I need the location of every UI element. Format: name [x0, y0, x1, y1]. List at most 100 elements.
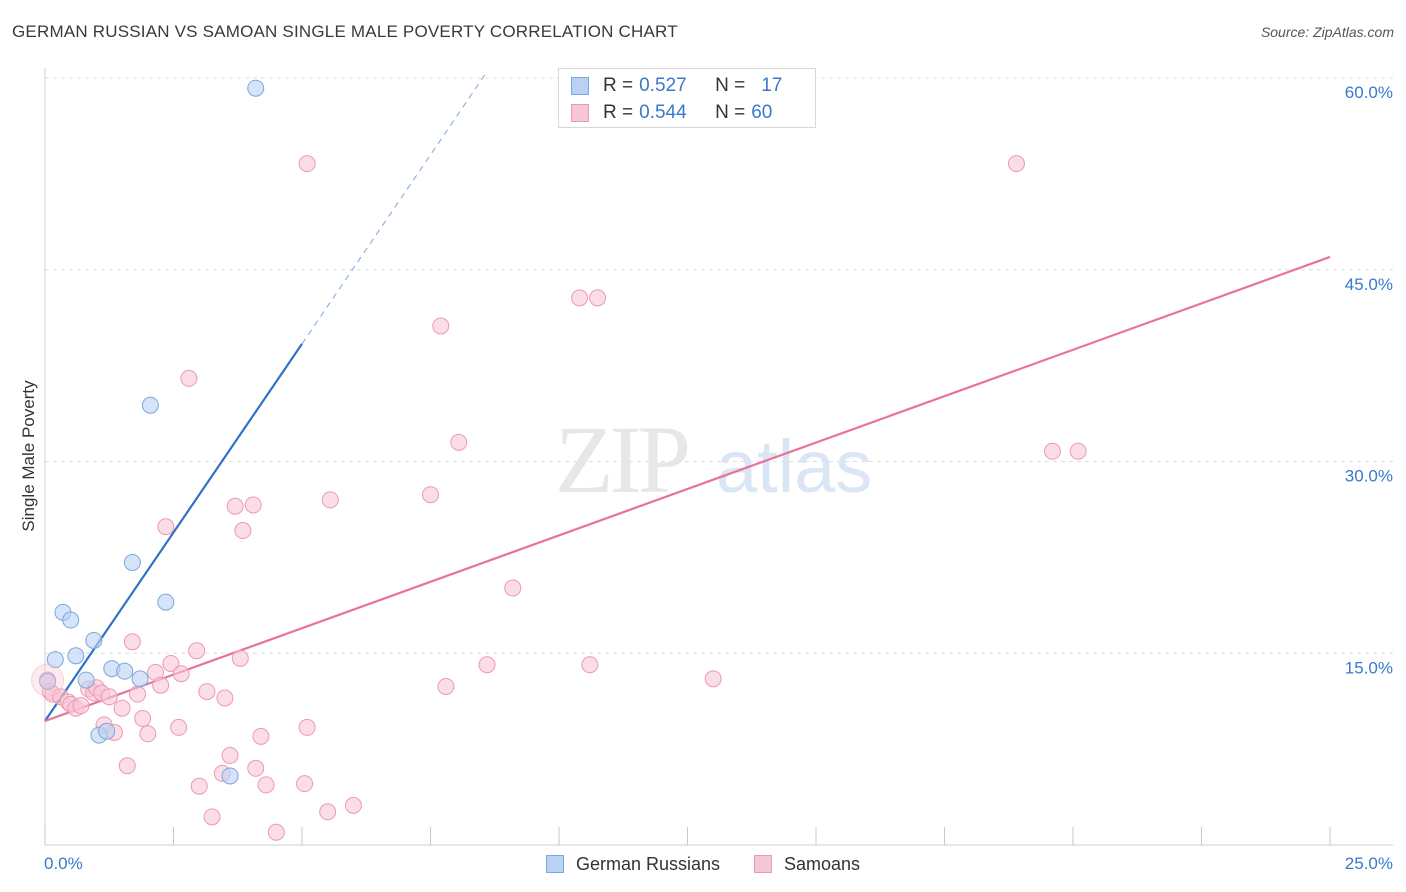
- tick-labels: 15.0% 30.0% 45.0% 60.0% 0.0% 25.0%: [44, 83, 1393, 873]
- legend-swatch-pink: [754, 855, 772, 873]
- legend-item-samoans[interactable]: Samoans: [754, 852, 860, 876]
- samoan-point: [118, 757, 136, 775]
- samoan-point: [231, 649, 249, 667]
- german-russian-point: [62, 611, 80, 629]
- samoan-point: [252, 727, 270, 745]
- x-tick-label: 25.0%: [1345, 854, 1393, 873]
- r-label: R =: [603, 75, 634, 96]
- german-russian-point: [221, 767, 239, 785]
- samoan-point: [100, 688, 118, 706]
- german-russian-point: [141, 396, 159, 414]
- samoan-point: [198, 683, 216, 701]
- samoan-point: [72, 697, 90, 715]
- german-russian-point: [77, 671, 95, 689]
- samoan-point: [298, 155, 316, 173]
- y-tick-label: 60.0%: [1345, 83, 1393, 102]
- samoan-point: [704, 670, 722, 688]
- chart-title: GERMAN RUSSIAN VS SAMOAN SINGLE MALE POV…: [12, 22, 678, 41]
- legend-swatch-blue: [571, 77, 589, 95]
- samoan-point: [134, 709, 152, 727]
- german-russian-trend-line: [44, 343, 303, 722]
- german-russian-point: [131, 670, 149, 688]
- samoan-point: [267, 823, 285, 841]
- samoan-point: [344, 796, 362, 814]
- samoan-point: [170, 718, 188, 736]
- samoan-point: [321, 491, 339, 509]
- german-russian-point: [39, 672, 57, 690]
- data-points: [31, 79, 1087, 841]
- samoan-point: [478, 656, 496, 674]
- legend-row-german-russians: R = 0.527 N = 17: [571, 74, 782, 98]
- trend-lines: [44, 71, 1331, 723]
- legend-row-samoans: R = 0.544 N = 60: [571, 101, 772, 125]
- samoan-point: [226, 497, 244, 515]
- samoan-point: [589, 289, 607, 307]
- samoan-point: [504, 579, 522, 597]
- samoan-point: [571, 289, 589, 307]
- german-russian-point: [157, 593, 175, 611]
- samoan-point: [188, 642, 206, 660]
- samoan-point: [1007, 155, 1025, 173]
- samoan-point: [432, 317, 450, 335]
- legend-label: German Russians: [575, 853, 720, 874]
- samoan-point: [152, 676, 170, 694]
- n-label: N =: [715, 102, 746, 123]
- correlation-legend: R = 0.527 N = 17 R = 0.544 N = 60: [558, 68, 816, 128]
- samoan-point: [1043, 442, 1061, 460]
- samoan-trend-line: [44, 255, 1331, 723]
- samoan-point: [139, 725, 157, 743]
- samoan-point: [216, 689, 234, 707]
- samoan-point: [157, 518, 175, 536]
- german-russian-point: [85, 631, 103, 649]
- y-axis-label: Single Male Poverty: [19, 380, 38, 532]
- r-label: R =: [603, 102, 634, 123]
- source-label: Source: ZipAtlas.com: [1260, 24, 1394, 40]
- gridlines: [45, 77, 1393, 654]
- german-russian-point: [123, 553, 141, 571]
- legend-swatch-blue: [545, 855, 564, 873]
- samoan-point-cluster: [31, 663, 65, 697]
- german-russian-point: [98, 722, 116, 740]
- y-tick-label: 15.0%: [1345, 658, 1393, 677]
- axes: [44, 68, 1393, 846]
- samoan-point: [450, 433, 468, 451]
- samoan-point: [180, 369, 198, 387]
- watermark-atlas: atlas: [716, 425, 872, 508]
- samoan-point: [234, 522, 252, 540]
- legend-label: Samoans: [784, 853, 861, 874]
- samoan-point: [422, 486, 439, 504]
- series-legend: German Russians Samoans: [0, 852, 1406, 876]
- samoan-point: [203, 808, 221, 826]
- german-russian-trend-extension: [301, 71, 488, 345]
- legend-item-german-russians[interactable]: German Russians: [545, 852, 720, 876]
- n-value: 60: [751, 102, 773, 123]
- y-tick-label: 45.0%: [1345, 275, 1393, 294]
- german-russian-point: [67, 647, 85, 665]
- samoan-point: [581, 656, 599, 674]
- samoan-point: [298, 718, 316, 736]
- samoan-point: [319, 803, 337, 821]
- german-russian-point: [46, 651, 64, 669]
- legend-swatch-pink: [571, 104, 589, 122]
- samoan-point: [437, 677, 455, 695]
- n-label: N =: [715, 75, 746, 96]
- german-russian-point: [247, 79, 265, 97]
- samoan-point: [162, 654, 180, 672]
- y-tick-label: 30.0%: [1345, 467, 1393, 486]
- samoan-point: [247, 759, 265, 777]
- samoan-point: [113, 699, 131, 717]
- x-tick-label: 0.0%: [44, 854, 83, 873]
- samoan-point: [296, 775, 314, 793]
- samoan-point: [123, 633, 141, 651]
- samoan-point: [221, 747, 239, 765]
- german-russian-point: [116, 662, 134, 680]
- samoan-point: [244, 496, 262, 514]
- r-value: 0.527: [639, 75, 687, 96]
- r-value: 0.544: [639, 102, 687, 123]
- samoan-point: [172, 665, 190, 683]
- samoan-point: [129, 685, 147, 703]
- samoan-point: [1069, 442, 1087, 460]
- watermark: ZIP atlas: [555, 406, 872, 513]
- n-value: 17: [761, 75, 783, 96]
